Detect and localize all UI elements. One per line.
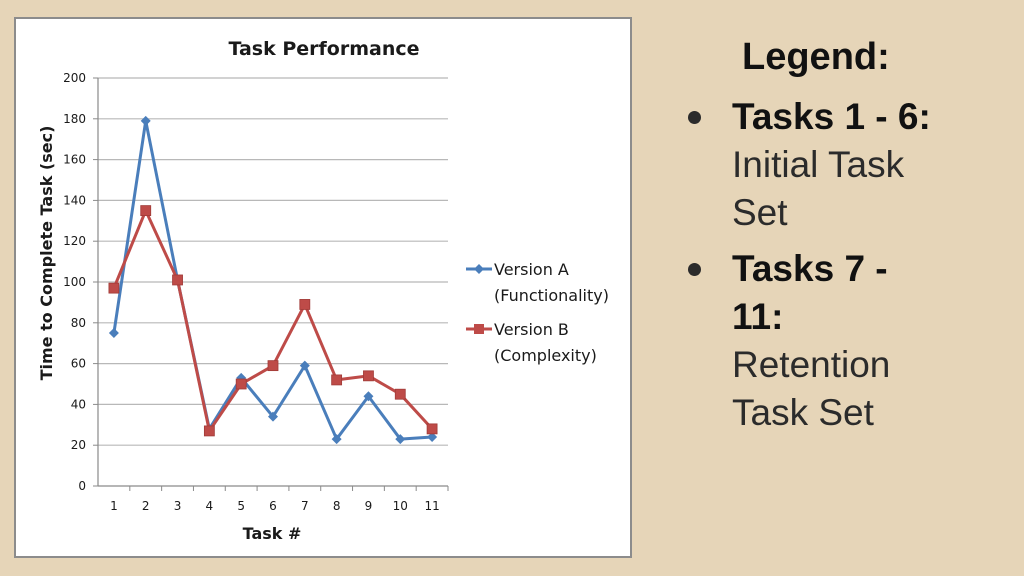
point-a-9 — [363, 391, 374, 402]
point-b-4 — [203, 425, 215, 437]
point-b-5 — [235, 378, 247, 390]
legend-marker-version-b — [474, 324, 484, 334]
ytick-label-180: 180 — [63, 112, 86, 126]
point-b-11 — [426, 423, 438, 435]
ytick-label-60: 60 — [71, 357, 86, 371]
legend-sublabel-version-a: (Functionality) — [494, 286, 609, 305]
point-a-6 — [268, 411, 278, 422]
series-version-b — [108, 205, 438, 437]
xtick-label-8: 8 — [333, 499, 341, 513]
xtick-label-4: 4 — [206, 499, 214, 513]
xtick-label-3: 3 — [174, 499, 182, 513]
legend-entry-version-b: Version B (Complexity) — [466, 320, 597, 365]
legend-item-tasks-7-11: Tasks 7 - 11: Retention Task Set — [686, 245, 1006, 437]
ytick-label-200: 200 — [63, 71, 86, 85]
xtick-label-6: 6 — [269, 499, 277, 513]
point-a-2 — [140, 115, 151, 126]
point-b-9 — [363, 370, 374, 382]
xtick-label-1: 1 — [110, 499, 118, 513]
legend-list: Tasks 1 - 6: Initial Task Set Tasks 7 - … — [686, 93, 1006, 437]
point-a-8 — [331, 434, 342, 445]
chart-title: Task Performance — [228, 38, 419, 60]
xtick-label-5: 5 — [237, 499, 245, 513]
legend-label-version-b: Version B — [494, 320, 569, 339]
ytick-label-120: 120 — [63, 234, 86, 248]
chart-frame: Task Performance 0 20 40 60 80 100 120 140 160 18… — [14, 17, 632, 558]
ytick-label-40: 40 — [71, 397, 86, 411]
xtick-label-7: 7 — [301, 499, 309, 513]
legend-entry-version-a: Version A (Functionality) — [466, 260, 609, 305]
ytick-label-80: 80 — [71, 316, 86, 330]
ytick-label-100: 100 — [63, 275, 86, 289]
legend-item-desc-line2: Set — [732, 192, 788, 233]
xtick-label-2: 2 — [142, 499, 150, 513]
ytick-label-0: 0 — [78, 479, 86, 493]
ytick-label-140: 140 — [63, 193, 86, 207]
xtick-label-10: 10 — [393, 499, 408, 513]
xtick-label-11: 11 — [424, 499, 439, 513]
xtick-label-9: 9 — [365, 499, 373, 513]
ytick-label-160: 160 — [63, 153, 86, 167]
point-b-7 — [299, 299, 311, 310]
series-version-a — [108, 115, 438, 445]
legend-item-desc-line2: Task Set — [732, 392, 874, 433]
legend-sublabel-version-b: (Complexity) — [494, 346, 597, 365]
point-a-11 — [427, 432, 438, 443]
legend-item-label: Tasks 1 - 6: — [732, 96, 931, 137]
point-b-2 — [140, 205, 152, 217]
point-b-6 — [267, 360, 279, 372]
bullet-icon — [688, 111, 701, 124]
ytick-label-20: 20 — [71, 438, 86, 452]
x-axis-label: Task # — [243, 524, 302, 543]
point-b-3 — [172, 274, 183, 286]
legend-item-desc-line1: Initial Task — [732, 144, 905, 185]
legend-panel: Legend: Tasks 1 - 6: Initial Task Set Ta… — [686, 36, 1006, 445]
y-axis-label: Time to Complete Task (sec) — [37, 126, 56, 381]
bullet-icon — [688, 263, 701, 276]
legend-heading: Legend: — [742, 36, 890, 78]
series-line-1 — [112, 209, 434, 433]
legend-item-label-line1: Tasks 7 - — [732, 248, 888, 289]
point-a-10 — [395, 434, 406, 445]
series-line-0 — [112, 119, 433, 441]
chart-legend: Version A (Functionality) Version B (Com… — [466, 260, 609, 365]
point-a-7 — [299, 360, 310, 371]
point-b-8 — [331, 374, 343, 386]
legend-item-desc-line1: Retention — [732, 344, 891, 385]
point-a-1 — [108, 328, 119, 338]
point-b-1 — [108, 282, 120, 294]
legend-item-tasks-1-6: Tasks 1 - 6: Initial Task Set — [686, 93, 1006, 237]
legend-label-version-a: Version A — [494, 260, 569, 279]
task-performance-chart: Task Performance 02040608010012014016018… — [37, 38, 609, 543]
legend-marker-version-a — [474, 264, 484, 274]
point-b-10 — [394, 388, 406, 400]
legend-item-label-line2: 11: — [732, 296, 784, 337]
